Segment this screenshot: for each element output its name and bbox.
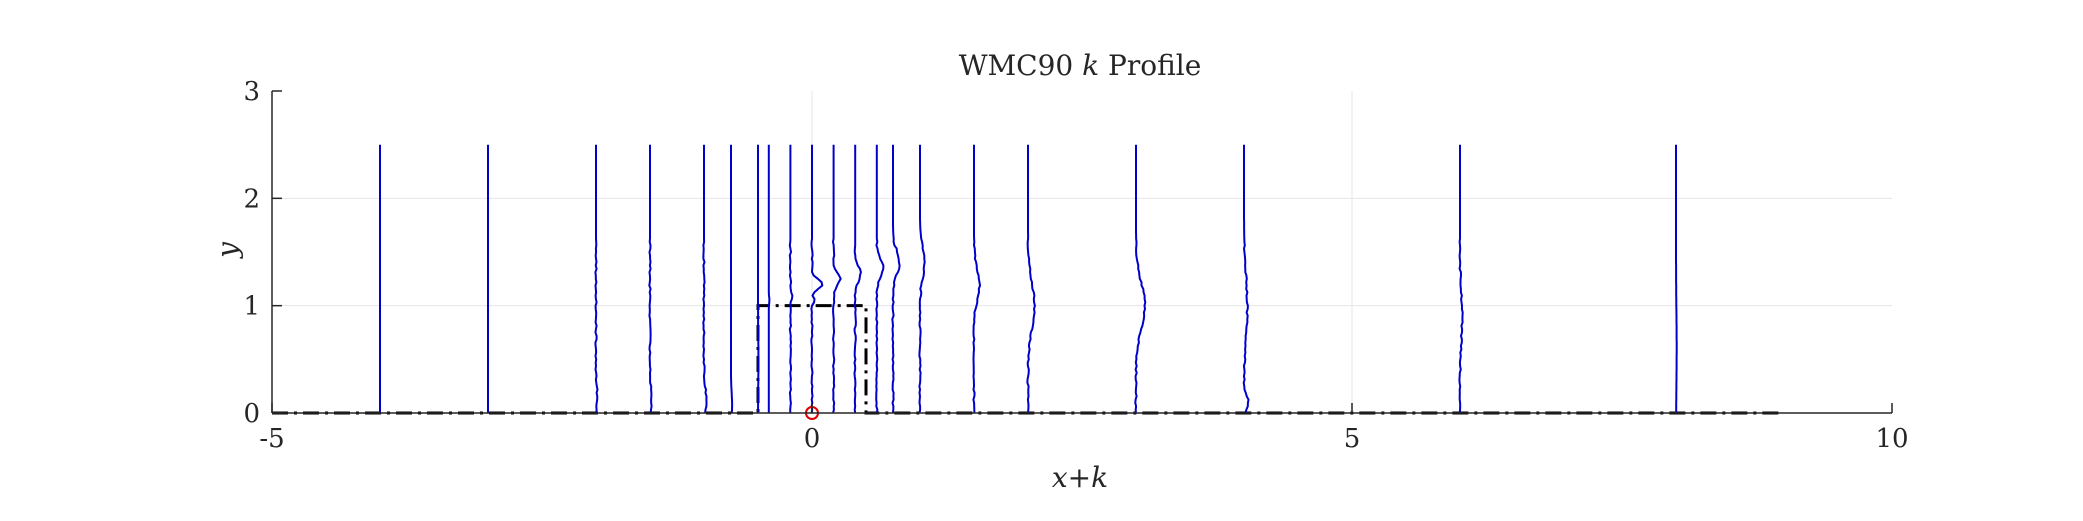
y-tick-label: 2 xyxy=(243,184,260,214)
y-tick-label: 1 xyxy=(243,292,260,322)
k-profile-line xyxy=(1675,144,1678,413)
k-profile-line xyxy=(1242,144,1250,414)
k-profile-line xyxy=(810,144,824,414)
x-tick-label: 5 xyxy=(1344,424,1361,454)
x-tick-label: -5 xyxy=(259,424,284,454)
k-profile-line xyxy=(972,144,982,414)
chart-title: WMC90 k Profile xyxy=(959,49,1202,82)
chart-title-prefix: WMC90 xyxy=(959,49,1074,82)
k-profile-line xyxy=(918,144,926,414)
chart-title-var: k xyxy=(1082,49,1099,82)
chart-title-suffix: Profile xyxy=(1108,49,1201,82)
axes xyxy=(271,90,1893,414)
profile-series xyxy=(379,144,1678,420)
k-profile-line xyxy=(875,144,885,414)
x-tick-label: 10 xyxy=(1875,424,1908,454)
k-profile-line xyxy=(1026,144,1036,414)
k-profile-line xyxy=(853,144,862,414)
k-profile-line xyxy=(730,144,734,414)
k-profile-line xyxy=(648,144,653,414)
y-tick-label: 0 xyxy=(243,399,260,429)
k-profile-line xyxy=(702,144,708,414)
k-profile-line xyxy=(891,144,901,414)
k-profile-line xyxy=(767,144,771,413)
grid-lines xyxy=(272,91,1892,413)
k-profile-line xyxy=(788,144,794,414)
k-profile-line xyxy=(1458,144,1464,414)
k-profile-line xyxy=(594,144,599,414)
x-tick-label: 0 xyxy=(804,424,821,454)
k-profile-line xyxy=(1134,144,1147,414)
k-profile-line xyxy=(831,144,842,414)
y-tick-label: 3 xyxy=(243,77,260,107)
x-axis-label: x+k xyxy=(1052,461,1108,494)
y-axis-label: y xyxy=(211,241,244,260)
